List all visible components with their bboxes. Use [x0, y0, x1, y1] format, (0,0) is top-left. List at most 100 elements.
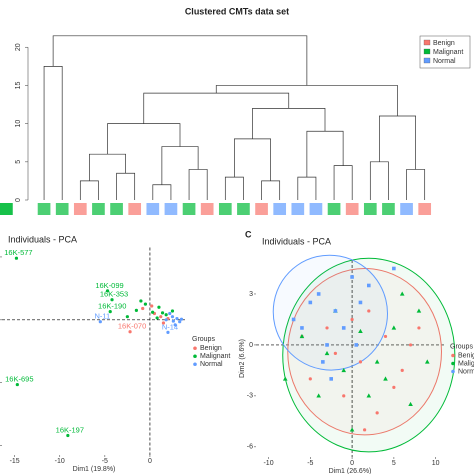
point-label: 16K-353 — [100, 290, 128, 299]
y-tick-label: -3 — [247, 393, 253, 400]
point — [15, 382, 19, 387]
chart-title: Individuals - PCA — [262, 236, 331, 246]
leaf-marker — [345, 203, 359, 215]
y-tick-label: 5 — [15, 160, 22, 164]
y-tick-label: -6 — [247, 444, 253, 451]
point-label: N-11 — [94, 312, 110, 321]
x-axis-label: Dim1 (19.8%) — [73, 466, 116, 473]
x-tick-label: -15 — [10, 458, 20, 465]
point — [110, 298, 114, 302]
leaf-marker — [218, 203, 232, 215]
legend-label: Normal — [200, 361, 223, 368]
legend-swatch — [193, 362, 197, 367]
point — [424, 359, 430, 364]
point — [173, 323, 177, 327]
dendrogram-link — [52, 35, 308, 86]
point — [143, 302, 148, 306]
leaf-marker — [255, 203, 268, 215]
dendrogram-link — [89, 153, 126, 181]
y-axis-label: Dim2 (6.6%) — [239, 339, 246, 378]
legend-swatch — [451, 369, 455, 374]
y-tick-label: 0 — [15, 198, 22, 202]
point — [399, 291, 405, 296]
point — [170, 309, 175, 313]
y-tick-label: 10 — [15, 120, 22, 128]
dendrogram-link — [369, 161, 389, 200]
point — [308, 300, 313, 305]
point — [128, 330, 132, 334]
point — [150, 304, 154, 308]
leaf-marker — [418, 203, 432, 215]
dendrogram-link — [306, 130, 344, 178]
point — [175, 316, 179, 321]
y-tick-label: 20 — [15, 43, 22, 51]
point — [358, 360, 363, 364]
point — [282, 376, 288, 381]
point — [383, 334, 388, 339]
point — [134, 308, 138, 312]
point — [400, 368, 404, 372]
point — [408, 401, 413, 407]
legend-title: Groups — [192, 336, 215, 343]
x-tick-label: 5 — [392, 460, 396, 467]
leaf-marker — [382, 203, 395, 215]
point — [333, 309, 338, 313]
point — [329, 377, 333, 381]
point — [300, 326, 304, 330]
x-tick-label: -5 — [307, 460, 313, 467]
point — [350, 317, 354, 322]
confidence-ellipse — [287, 267, 442, 436]
point — [141, 306, 145, 311]
legend-label: Normal — [458, 368, 474, 375]
point — [358, 300, 363, 305]
dendrogram-link — [379, 115, 416, 170]
point — [151, 310, 155, 314]
legend-label: Malignant — [458, 360, 474, 367]
point — [333, 351, 337, 356]
legend-swatch — [423, 39, 431, 46]
leaf-marker — [37, 203, 51, 215]
legend-label: Benign — [433, 40, 455, 47]
leaf-marker — [128, 203, 142, 215]
legend-swatch — [451, 361, 455, 366]
point-label: 16K-070 — [118, 322, 146, 331]
point — [164, 313, 168, 317]
point — [139, 299, 143, 303]
dendrogram-link — [406, 169, 426, 200]
chart-title: Individuals - PCA — [8, 234, 77, 244]
point — [366, 393, 372, 398]
chart-title: Clustered CMTs data set — [185, 6, 289, 16]
point — [354, 343, 359, 347]
point — [358, 328, 363, 334]
point — [308, 377, 312, 381]
y-tick-label: 15 — [15, 81, 22, 89]
legend-label: Benign — [200, 345, 222, 352]
leaf-marker — [164, 203, 178, 215]
leaf-marker — [0, 203, 13, 215]
leaf-marker — [363, 203, 377, 215]
y-tick-label: 0 — [249, 342, 253, 349]
leaf-marker — [291, 203, 305, 215]
point — [367, 309, 371, 313]
point — [408, 343, 413, 347]
point — [367, 283, 371, 288]
dendrogram-link — [152, 184, 172, 200]
legend-title: Groups — [450, 343, 473, 350]
dendrogram-link — [252, 108, 326, 139]
point — [321, 360, 325, 364]
point — [155, 316, 159, 320]
point — [171, 319, 175, 323]
point — [325, 326, 329, 330]
legend-label: Normal — [433, 58, 456, 65]
x-tick-label: -10 — [55, 458, 65, 465]
dendrogram-link — [161, 146, 199, 185]
panel-letter: C — [245, 229, 252, 239]
dendrogram-link — [261, 180, 281, 200]
x-tick-label: -5 — [102, 458, 108, 465]
dendrogram-link — [333, 165, 353, 200]
legend-swatch — [423, 48, 431, 55]
point — [375, 411, 379, 415]
point — [14, 256, 19, 260]
point-label: N-14 — [162, 322, 178, 331]
point — [179, 317, 184, 321]
